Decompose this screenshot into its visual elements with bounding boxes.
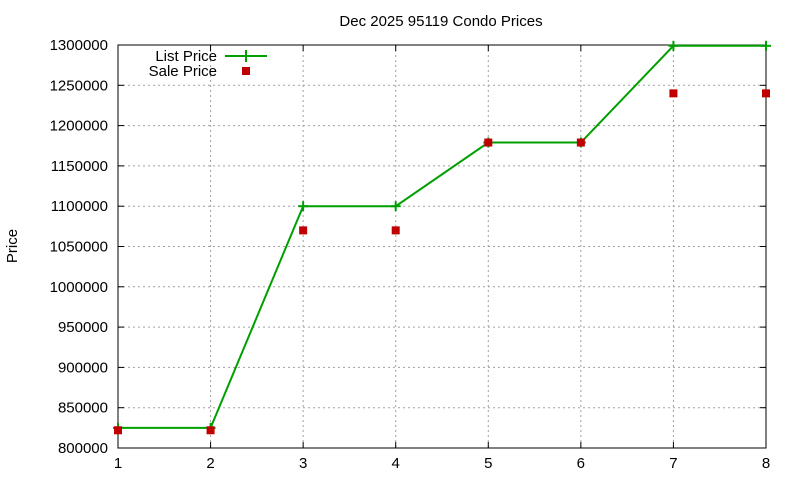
y-axis-label: Price <box>4 229 21 263</box>
y-tick-label: 850000 <box>58 400 108 417</box>
series-sale-price <box>114 89 770 435</box>
x-tick-labels: 1 2 3 4 5 6 7 8 <box>114 455 770 472</box>
y-tick-label: 1200000 <box>50 118 108 135</box>
point-sale-price <box>114 426 122 435</box>
x-tick-label: 6 <box>577 455 585 472</box>
y-tick-label: 900000 <box>58 359 108 376</box>
point-sale-price <box>484 138 493 147</box>
x-tick-label: 8 <box>762 455 770 472</box>
axis-ticks <box>117 44 767 449</box>
y-tick-label: 1050000 <box>50 239 108 256</box>
x-tick-label: 5 <box>484 455 492 472</box>
point-list-price <box>668 40 679 51</box>
point-sale-price <box>206 426 215 435</box>
chart-title: Dec 2025 95119 Condo Prices <box>339 13 542 30</box>
point-list-price <box>761 40 771 51</box>
y-tick-label: 1150000 <box>51 158 108 175</box>
y-tick-label: 950000 <box>58 319 108 336</box>
point-sale-price <box>299 226 308 235</box>
point-list-price <box>298 201 309 212</box>
x-tick-label: 4 <box>392 455 400 472</box>
point-sale-price <box>669 89 678 98</box>
y-tick-label: 800000 <box>58 440 108 457</box>
series-layer <box>113 40 771 435</box>
point-list-price <box>390 201 401 212</box>
series-list-price <box>113 40 771 433</box>
legend-marker-sale-price <box>242 67 250 75</box>
point-sale-price <box>762 89 770 98</box>
legend-label-list-price: List Price <box>155 48 217 65</box>
y-tick-label: 1250000 <box>50 77 108 94</box>
x-tick-label: 1 <box>114 455 122 472</box>
grid-lines <box>117 44 767 449</box>
point-sale-price <box>576 138 585 147</box>
series-line-list-price <box>118 44 766 429</box>
point-sale-price <box>391 226 400 235</box>
x-tick-label: 3 <box>299 455 307 472</box>
y-tick-label: 1300000 <box>50 37 108 54</box>
y-tick-label: 1100000 <box>51 198 108 215</box>
y-tick-labels: 800000 850000 900000 950000 1000000 1050000 11… <box>50 37 108 457</box>
x-tick-label: 2 <box>206 455 214 472</box>
legend: List Price Sale Price <box>149 48 267 80</box>
x-tick-label: 7 <box>669 455 677 472</box>
legend-label-sale-price: Sale Price <box>149 63 217 80</box>
y-tick-label: 1000000 <box>50 279 108 296</box>
legend-marker-list-price <box>240 50 252 62</box>
